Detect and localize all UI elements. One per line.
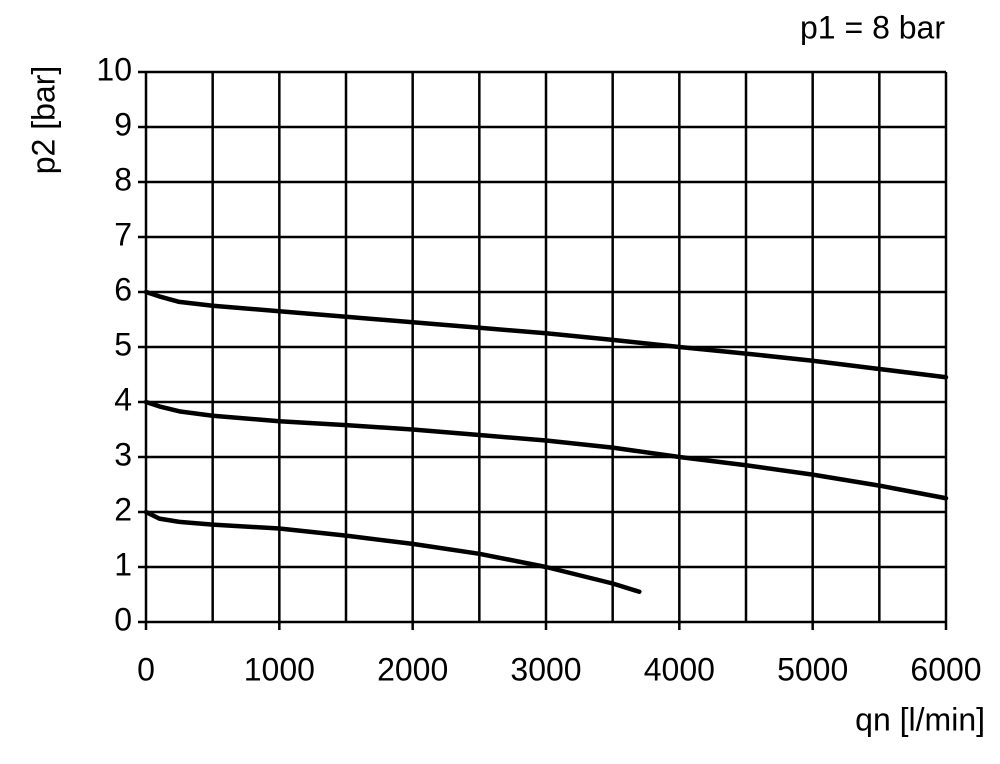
y-tick-label: 0 bbox=[114, 601, 132, 637]
x-tick-label: 4000 bbox=[644, 651, 715, 687]
y-tick-label: 7 bbox=[114, 216, 132, 252]
data-line bbox=[143, 399, 949, 501]
x-tick-label: 3000 bbox=[510, 651, 581, 687]
x-axis-label: qn [l/min] bbox=[855, 701, 985, 737]
y-tick-label: 8 bbox=[114, 161, 132, 197]
x-tick-label: 2000 bbox=[377, 651, 448, 687]
x-tick-label: 1000 bbox=[244, 651, 315, 687]
y-tick-label: 5 bbox=[114, 326, 132, 362]
y-tick-label: 2 bbox=[114, 491, 132, 527]
y-axis-label: p2 [bar] bbox=[25, 66, 61, 175]
y-tick-label: 4 bbox=[114, 381, 132, 417]
y-tick-label: 9 bbox=[114, 106, 132, 142]
x-tick-label: 5000 bbox=[777, 651, 848, 687]
data-line bbox=[143, 509, 642, 594]
y-tick-label: 10 bbox=[96, 51, 132, 87]
x-tick-label: 6000 bbox=[910, 651, 981, 687]
data-line bbox=[143, 289, 949, 380]
y-tick-label: 1 bbox=[114, 546, 132, 582]
y-tick-label: 6 bbox=[114, 271, 132, 307]
x-tick-label: 0 bbox=[137, 651, 155, 687]
annotation: p1 = 8 bar bbox=[800, 9, 945, 45]
y-tick-label: 3 bbox=[114, 436, 132, 472]
